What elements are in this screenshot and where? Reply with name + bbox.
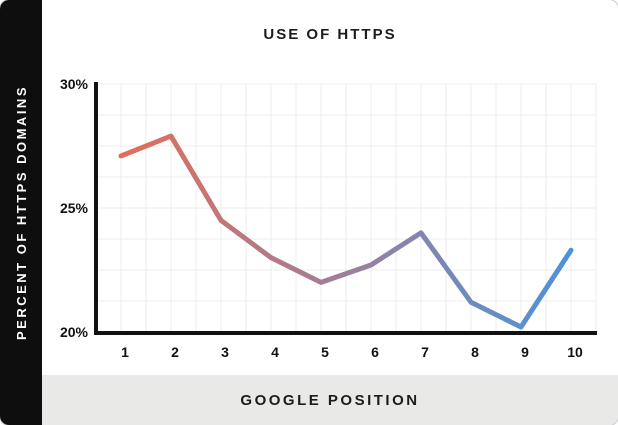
y-axis-title: PERCENT OF HTTPS DOMAINS	[13, 84, 29, 340]
y-tick-label: 20%	[60, 324, 89, 340]
x-tick-label: 9	[521, 344, 529, 360]
x-tick-label: 3	[221, 344, 229, 360]
x-tick-label: 10	[567, 344, 583, 360]
y-axis-title-band: PERCENT OF HTTPS DOMAINS	[0, 0, 42, 425]
x-axis-title: GOOGLE POSITION	[240, 391, 420, 409]
x-tick-label: 2	[171, 344, 179, 360]
y-tick-label: 25%	[60, 200, 89, 216]
x-tick-label: 6	[371, 344, 379, 360]
x-tick-label: 7	[421, 344, 429, 360]
x-tick-label: 5	[321, 344, 329, 360]
chart-title: USE OF HTTPS	[263, 26, 397, 43]
y-tick-label: 30%	[60, 76, 89, 92]
x-axis-title-band: GOOGLE POSITION	[42, 375, 618, 425]
x-tick-label: 8	[471, 344, 479, 360]
data-line	[118, 133, 574, 330]
x-tick-label: 4	[271, 344, 279, 360]
x-tick-label: 1	[121, 344, 129, 360]
